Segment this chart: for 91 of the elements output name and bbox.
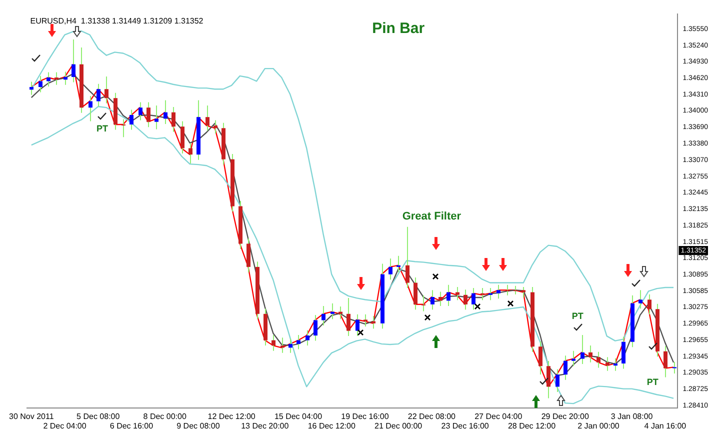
candlestick: [38, 75, 42, 93]
candlestick: [388, 258, 392, 280]
candlestick: [614, 358, 618, 372]
x-tick-label: 8 Dec 00:00: [143, 412, 187, 421]
candlestick: [480, 288, 484, 301]
candlestick: [356, 314, 360, 337]
x-tick-label: 29 Dec 20:00: [541, 412, 590, 421]
candlestick: [214, 120, 218, 134]
x-tick-label: 12 Dec 12:00: [208, 412, 256, 421]
x-tick-label: 22 Dec 08:00: [408, 412, 456, 421]
candlestick: [446, 284, 450, 306]
candlestick: [288, 338, 292, 354]
candlestick: [372, 315, 376, 330]
x-tick-label: 16 Dec 12:00: [308, 421, 356, 430]
candlestick: [596, 351, 600, 368]
candlestick: [672, 361, 676, 374]
annotation: PT: [96, 124, 109, 134]
x-tick-label: 23 Dec 16:00: [441, 421, 490, 430]
candlestick: [472, 288, 476, 310]
candlestick: [130, 109, 134, 130]
candlestick: [88, 95, 92, 122]
candlestick: [488, 288, 492, 301]
candlestick: [438, 291, 442, 306]
candlestick: [456, 286, 460, 301]
candlestick: [306, 330, 310, 346]
candlestick: [588, 345, 592, 363]
candlestick: [414, 276, 418, 310]
x-tick-label: 19 Dec 16:00: [341, 412, 390, 421]
candlestick: [246, 238, 250, 273]
candlestick: [54, 72, 58, 86]
candlestick: [64, 71, 68, 86]
candlestick: [396, 255, 400, 273]
candlestick: [314, 314, 318, 342]
candlestick: [556, 368, 560, 392]
candlestick: [664, 346, 668, 378]
candlestick: [522, 286, 526, 298]
candlestick: [138, 102, 142, 121]
x-tick-label: 2 Jan 00:00: [578, 421, 620, 430]
candlestick: [46, 72, 50, 87]
candlestick: [122, 118, 126, 138]
candlestick: [164, 100, 168, 124]
x-tick-label: 30 Nov 2011: [9, 412, 54, 421]
candlestick: [580, 334, 584, 365]
candlestick: [206, 104, 210, 132]
candlestick: [322, 305, 326, 326]
chart-title: EURUSD,H4 1.31338 1.31449 1.31209 1.31352: [30, 16, 204, 26]
candlestick: [330, 302, 334, 320]
annotation: Pin Bar: [372, 20, 425, 38]
annotation: Great Filter: [402, 210, 462, 222]
annotation: PT: [572, 311, 584, 322]
candlestick: [572, 350, 576, 367]
candlestick: [104, 76, 108, 104]
candlestick: [364, 314, 368, 328]
candlestick: [606, 356, 610, 372]
candlestick: [346, 298, 350, 337]
x-tick-label: 5 Dec 08:00: [76, 412, 120, 421]
candlestick: [180, 120, 184, 154]
candlestick: [464, 289, 468, 310]
candlestick: [154, 104, 158, 130]
x-tick-label: 2 Dec 04:00: [43, 421, 87, 430]
candlestick: [172, 106, 176, 132]
x-tick-label: 13 Dec 20:00: [241, 421, 290, 430]
x-tick-label: 3 Jan 08:00: [610, 412, 654, 421]
x-tick-label: 9 Dec 08:00: [176, 421, 220, 430]
x-tick-label: 21 Dec 00:00: [374, 421, 423, 430]
candlestick: [280, 337, 284, 354]
x-tick-label: 6 Dec 16:00: [110, 421, 154, 430]
candlestick: [406, 226, 410, 289]
candlestick: [72, 39, 76, 83]
candlestick: [422, 294, 426, 312]
candlestick: [638, 290, 642, 310]
candlestick: [296, 334, 300, 350]
x-tick-label: 4 Jan 16:00: [644, 421, 687, 430]
candlestick: [30, 81, 34, 96]
candlestick: [338, 306, 342, 320]
candlestick: [622, 336, 626, 370]
candlestick: [564, 355, 568, 380]
candlestick: [272, 334, 276, 352]
x-tick-label: 15 Dec 04:00: [274, 412, 323, 421]
candlestick: [496, 284, 500, 300]
candlestick: [430, 290, 434, 310]
candlestick: [538, 340, 542, 376]
candlestick: [506, 284, 510, 296]
candlestick: [648, 294, 652, 315]
x-tick-label: 28 Dec 12:00: [508, 421, 556, 430]
candlestick: [96, 83, 100, 108]
annotation: PT: [646, 376, 659, 387]
candlestick: [546, 360, 550, 399]
candlestick: [188, 142, 192, 164]
candlestick: [146, 102, 150, 128]
x-tick-label: 27 Dec 04:00: [474, 412, 523, 421]
